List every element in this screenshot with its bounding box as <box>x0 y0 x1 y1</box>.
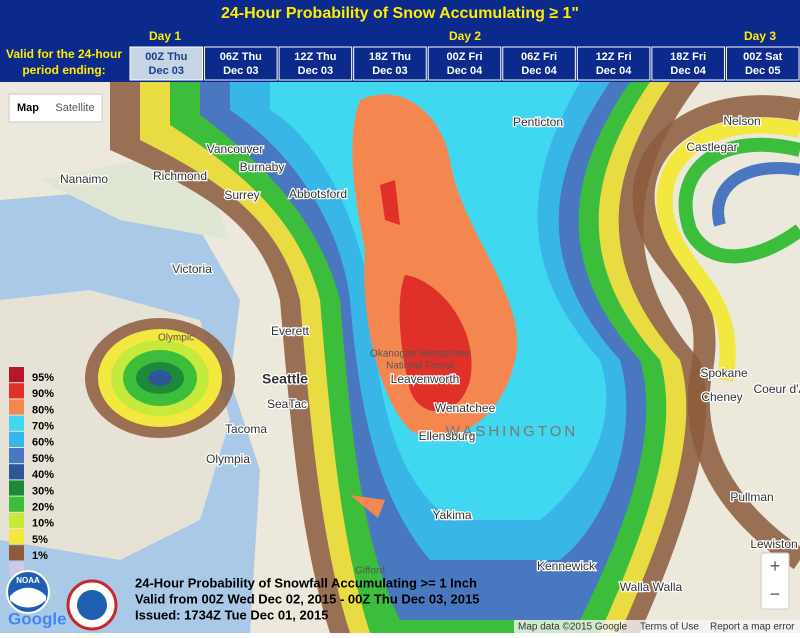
place-label: Nelson <box>723 114 760 128</box>
tab-time: 00Z Fri <box>446 51 482 63</box>
place-label: Tacoma <box>225 422 267 436</box>
legend-swatch <box>9 513 24 528</box>
legend-label: 30% <box>32 485 54 497</box>
report-link[interactable]: Report a map error <box>710 622 795 633</box>
place-label: Lewiston <box>750 537 797 551</box>
legend-swatch <box>9 432 24 447</box>
place-label: Pullman <box>730 490 773 504</box>
zoom-in[interactable]: + <box>770 556 781 576</box>
tab-time: 06Z Thu <box>220 51 262 63</box>
legend-swatch <box>9 416 24 431</box>
place-label: Penticton <box>513 115 563 129</box>
place-label: Victoria <box>172 262 212 276</box>
legend-label: 60% <box>32 437 54 449</box>
valid-label: Valid for the 24-hour <box>6 47 122 61</box>
tab-date: Dec 03 <box>223 65 258 77</box>
tab-date: Dec 03 <box>372 65 407 77</box>
place-label: Coeur d'A <box>754 382 800 396</box>
tab-time: 06Z Fri <box>521 51 557 63</box>
tab-date: Dec 05 <box>745 65 780 77</box>
place-label: Kennewick <box>537 559 596 573</box>
zoom-out[interactable]: − <box>770 584 781 604</box>
legend-label: 5% <box>32 534 48 546</box>
place-label: Abbotsford <box>289 187 347 201</box>
place-label: Richmond <box>153 169 207 183</box>
overlay-text: Valid from 00Z Wed Dec 02, 2015 - 00Z Th… <box>135 591 479 606</box>
valid-label: period ending: <box>22 63 105 77</box>
legend-label: 1% <box>32 550 48 562</box>
map-data: Map data ©2015 Google <box>518 622 628 633</box>
state-label: WASHINGTON <box>446 423 579 440</box>
place-label: Seattle <box>262 371 308 387</box>
place-label: Burnaby <box>240 160 285 174</box>
forest-label: National Forest <box>386 361 454 372</box>
place-label: Everett <box>271 324 310 338</box>
place-label: Castlegar <box>686 140 737 154</box>
overlay-text: Issued: 1734Z Tue Dec 01, 2015 <box>135 607 328 622</box>
tab-date: Dec 04 <box>447 65 483 77</box>
place-label: Spokane <box>700 366 748 380</box>
legend-label: 95% <box>32 372 54 384</box>
legend-swatch <box>9 367 24 382</box>
place-label: Cheney <box>701 390 742 404</box>
terms-link[interactable]: Terms of Use <box>640 622 699 633</box>
legend-swatch <box>9 464 24 479</box>
legend-swatch <box>9 399 24 414</box>
legend-swatch <box>9 497 24 512</box>
tab-date: Dec 04 <box>596 65 632 77</box>
day-label: Day 1 <box>149 29 181 43</box>
tab-time: 12Z Fri <box>596 51 632 63</box>
tab-time: 00Z Thu <box>145 51 187 63</box>
place-label: Leavenworth <box>391 372 460 386</box>
legend-label: 20% <box>32 502 54 514</box>
map-button[interactable]: Map <box>17 102 39 114</box>
tab-time: 18Z Thu <box>369 51 411 63</box>
tab-date: Dec 04 <box>521 65 557 77</box>
legend-swatch <box>9 383 24 398</box>
place-label: Nanaimo <box>60 172 108 186</box>
day-label: Day 2 <box>449 29 481 43</box>
legend-label: 70% <box>32 421 54 433</box>
place-label: Yakima <box>432 508 471 522</box>
tab-date: Dec 03 <box>149 65 184 77</box>
legend-swatch <box>9 480 24 495</box>
noaa-text: NOAA <box>16 576 40 585</box>
legend-swatch <box>9 529 24 544</box>
place-label: Olympia <box>206 452 250 466</box>
legend-swatch <box>9 448 24 463</box>
place-label: Surrey <box>224 188 259 202</box>
legend-label: 40% <box>32 469 54 481</box>
tab-time: 18Z Fri <box>670 51 706 63</box>
tab-date: Dec 04 <box>670 65 706 77</box>
park-label: Olympic <box>158 333 194 344</box>
place-label: Wenatchee <box>435 401 496 415</box>
tab-time: 00Z Sat <box>743 51 782 63</box>
place-label: Walla Walla <box>620 580 683 594</box>
google-logo: Google <box>8 609 67 628</box>
forest-label: Okanogan-Wenatchee <box>370 349 470 360</box>
legend-label: 90% <box>32 388 54 400</box>
tab-date: Dec 03 <box>298 65 333 77</box>
place-label: Vancouver <box>207 142 263 156</box>
satellite-button[interactable]: Satellite <box>55 102 94 114</box>
place-label: SeaTac <box>267 397 307 411</box>
title: 24-Hour Probability of Snow Accumulating… <box>221 5 579 22</box>
tabs: 00Z Thu Dec 03 06Z Thu Dec 03 12Z Thu Dec 03 1… <box>130 47 799 80</box>
legend-swatch <box>9 545 24 560</box>
legend-label: 50% <box>32 453 54 465</box>
legend-label: 10% <box>32 518 54 530</box>
overlay-text: 24-Hour Probability of Snowfall Accumula… <box>135 575 477 590</box>
tab-time: 12Z Thu <box>294 51 336 63</box>
legend-label: 80% <box>32 404 54 416</box>
day-label: Day 3 <box>744 29 776 43</box>
